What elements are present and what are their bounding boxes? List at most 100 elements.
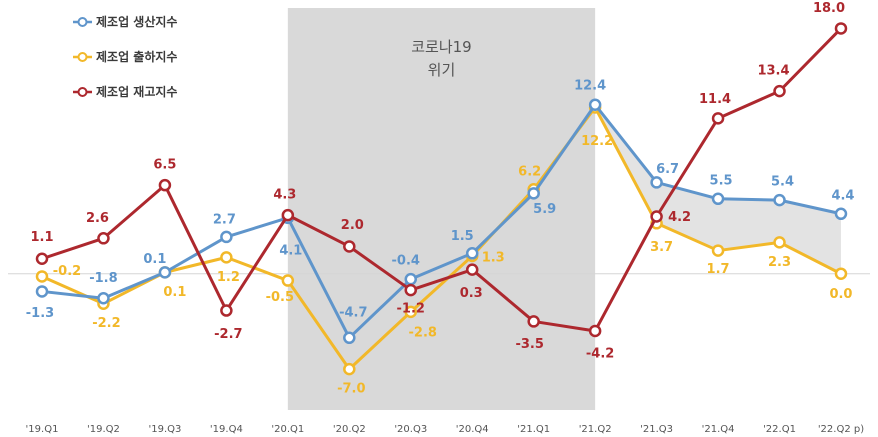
covid-label-line-2: 위기 bbox=[428, 61, 456, 79]
data-label-shipment: 2.3 bbox=[768, 255, 791, 270]
data-label-production: -1.8 bbox=[89, 271, 117, 286]
data-label-inventory: -2.7 bbox=[214, 327, 242, 342]
data-point-inventory bbox=[97, 232, 110, 245]
data-label-production: 12.4 bbox=[574, 78, 606, 93]
data-point-inventory bbox=[527, 315, 540, 328]
data-label-production: 2.7 bbox=[213, 212, 236, 227]
data-label-production: 6.7 bbox=[656, 162, 679, 177]
data-point-production bbox=[158, 266, 172, 279]
data-point-production bbox=[527, 187, 540, 200]
data-point-inventory bbox=[588, 324, 602, 338]
legend-marker-icon bbox=[77, 17, 88, 27]
data-point-inventory bbox=[343, 240, 356, 253]
x-tick-label: '21.Q3 bbox=[640, 424, 673, 435]
data-label-shipment: 12.2 bbox=[581, 134, 613, 149]
data-point-shipment bbox=[404, 305, 418, 319]
series-inventory bbox=[35, 22, 848, 338]
data-label-inventory: 11.4 bbox=[699, 92, 731, 107]
x-tick-label: '22.Q2 p) bbox=[818, 424, 864, 435]
x-tick-label: '19.Q3 bbox=[148, 424, 181, 435]
data-label-shipment: -7.0 bbox=[337, 382, 365, 397]
legend-marker-icon bbox=[77, 52, 88, 62]
series-line-shipment bbox=[41, 105, 842, 371]
data-point-shipment bbox=[343, 362, 356, 376]
data-point-inventory bbox=[650, 210, 663, 223]
covid-crisis-period-label: 코로나19 위기 bbox=[411, 38, 472, 79]
legend-item-production: 제조업 생산지수 bbox=[73, 14, 177, 29]
data-label-shipment: -0.2 bbox=[53, 264, 81, 279]
legend-label-shipment: 제조업 출하지수 bbox=[96, 49, 177, 64]
data-label-inventory: 1.1 bbox=[30, 230, 53, 245]
x-tick-label: '20.Q4 bbox=[456, 424, 489, 435]
data-point-production bbox=[588, 98, 602, 112]
data-point-production bbox=[834, 207, 848, 221]
series-production bbox=[35, 98, 848, 345]
data-label-inventory: -3.5 bbox=[515, 337, 543, 352]
data-point-production bbox=[711, 192, 725, 206]
data-point-shipment bbox=[35, 270, 49, 283]
data-label-production: 5.9 bbox=[533, 202, 556, 217]
legend-item-shipment: 제조업 출하지수 bbox=[73, 49, 177, 64]
data-label-production: 4.1 bbox=[279, 243, 302, 258]
data-label-inventory: -1.2 bbox=[397, 302, 425, 317]
x-tick-label: '20.Q1 bbox=[271, 424, 304, 435]
data-point-inventory bbox=[465, 263, 479, 276]
x-tick-label: '20.Q3 bbox=[394, 424, 427, 435]
data-label-production: -4.7 bbox=[339, 305, 367, 320]
data-label-production: 5.5 bbox=[710, 173, 733, 188]
x-tick-label: '20.Q2 bbox=[333, 424, 366, 435]
x-tick-label: '19.Q2 bbox=[87, 424, 120, 435]
x-tick-label: '21.Q2 bbox=[579, 424, 612, 435]
x-tick-label: '21.Q1 bbox=[517, 424, 550, 435]
data-label-shipment: 1.7 bbox=[707, 262, 730, 277]
data-point-inventory bbox=[35, 252, 49, 265]
data-label-inventory: 0.3 bbox=[460, 286, 483, 301]
data-labels-layer: -0.2 -2.2 0.1 1.2 -0.5 -7.0 -2.8 1.3 6.2 12.2 3.7 1… bbox=[26, 1, 855, 397]
data-label-shipment: 3.7 bbox=[650, 240, 673, 255]
x-tick-label: '19.Q1 bbox=[26, 424, 59, 435]
data-point-production bbox=[404, 272, 418, 286]
data-point-shipment bbox=[220, 251, 233, 264]
data-point-production bbox=[650, 176, 663, 189]
data-label-production: 1.5 bbox=[451, 229, 474, 244]
data-label-shipment: 1.3 bbox=[482, 251, 505, 266]
legend-label-inventory: 제조업 재고지수 bbox=[96, 84, 177, 99]
data-point-inventory bbox=[834, 22, 848, 35]
series-line-production bbox=[41, 103, 842, 340]
data-label-shipment: -2.8 bbox=[409, 325, 437, 340]
legend-marker-icon bbox=[77, 87, 88, 97]
data-point-inventory bbox=[711, 112, 725, 125]
legend-item-inventory: 제조업 재고지수 bbox=[73, 84, 177, 99]
production-shipment-gap-fill bbox=[595, 104, 841, 274]
data-label-inventory: 18.0 bbox=[813, 1, 845, 16]
series-layer bbox=[35, 22, 848, 376]
data-point-production bbox=[343, 331, 356, 345]
data-label-inventory: 2.6 bbox=[86, 211, 109, 226]
x-tick-label: '22.Q1 bbox=[763, 424, 796, 435]
data-label-inventory: 4.2 bbox=[668, 210, 691, 225]
covid-label-line-1: 코로나19 bbox=[411, 38, 472, 56]
data-label-shipment: 1.2 bbox=[217, 270, 240, 285]
x-axis-tick-labels: '19.Q1 '19.Q2 '19.Q3 '19.Q4 '20.Q1 '20.Q2 '20.… bbox=[26, 424, 865, 435]
data-label-inventory: -4.2 bbox=[586, 346, 614, 361]
x-tick-label: '19.Q4 bbox=[210, 424, 243, 435]
data-point-production bbox=[220, 230, 233, 244]
data-point-inventory bbox=[158, 178, 172, 192]
data-label-production: 0.1 bbox=[143, 252, 166, 267]
data-point-inventory bbox=[773, 84, 786, 98]
data-label-inventory: 4.3 bbox=[273, 188, 296, 203]
data-label-shipment: 0.1 bbox=[163, 285, 186, 300]
data-point-shipment bbox=[773, 236, 786, 249]
x-tick-label: '21.Q4 bbox=[702, 424, 735, 435]
data-point-production bbox=[773, 193, 786, 207]
data-point-production bbox=[465, 247, 479, 260]
data-label-shipment: -0.5 bbox=[266, 290, 294, 305]
covid-crisis-period-shading bbox=[287, 8, 596, 410]
data-label-shipment: 6.2 bbox=[518, 165, 541, 180]
data-label-inventory: 6.5 bbox=[153, 158, 176, 173]
data-point-inventory bbox=[220, 304, 233, 317]
data-point-shipment bbox=[281, 274, 295, 287]
data-point-shipment bbox=[711, 244, 725, 257]
data-point-production bbox=[35, 285, 49, 298]
data-label-shipment: 0.0 bbox=[829, 287, 852, 302]
